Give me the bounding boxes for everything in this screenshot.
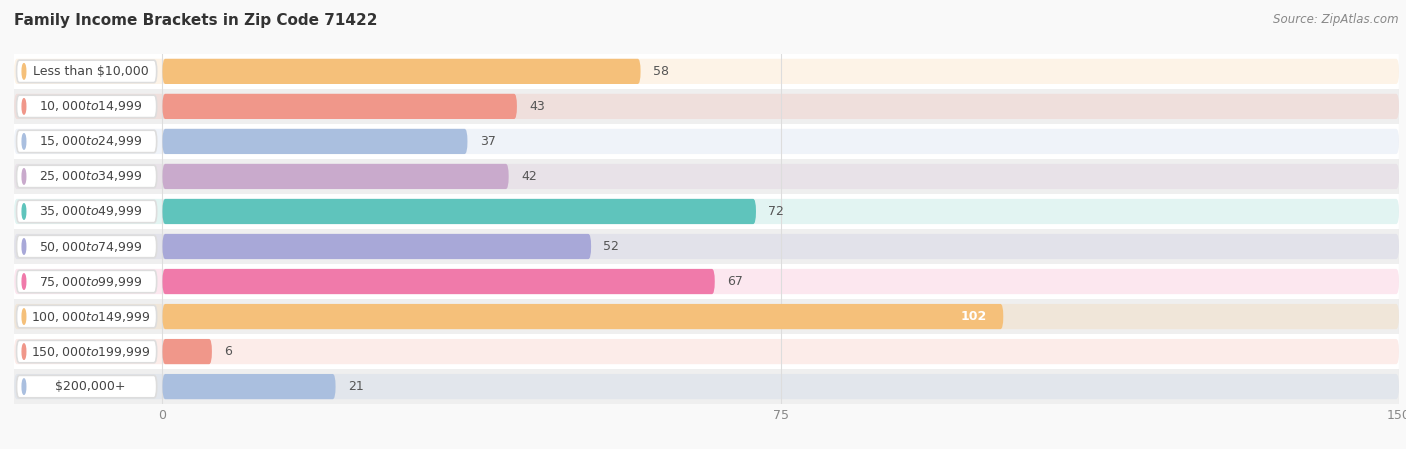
FancyBboxPatch shape — [14, 129, 1399, 154]
Text: Source: ZipAtlas.com: Source: ZipAtlas.com — [1274, 13, 1399, 26]
Text: 72: 72 — [768, 205, 785, 218]
FancyBboxPatch shape — [17, 200, 156, 223]
FancyBboxPatch shape — [14, 164, 1399, 189]
Circle shape — [22, 169, 25, 184]
Text: 21: 21 — [347, 380, 364, 393]
Text: 6: 6 — [225, 345, 232, 358]
Bar — [14, 159, 1399, 194]
FancyBboxPatch shape — [163, 304, 1004, 329]
Text: $50,000 to $74,999: $50,000 to $74,999 — [39, 239, 142, 254]
Text: $35,000 to $49,999: $35,000 to $49,999 — [39, 204, 142, 219]
FancyBboxPatch shape — [14, 234, 1399, 259]
Bar — [14, 89, 1399, 124]
Circle shape — [22, 274, 25, 289]
FancyBboxPatch shape — [163, 94, 517, 119]
FancyBboxPatch shape — [163, 269, 714, 294]
Text: $150,000 to $199,999: $150,000 to $199,999 — [31, 344, 150, 359]
Circle shape — [22, 99, 25, 114]
Text: $15,000 to $24,999: $15,000 to $24,999 — [39, 134, 142, 149]
Bar — [14, 264, 1399, 299]
Circle shape — [22, 344, 25, 359]
FancyBboxPatch shape — [17, 235, 156, 258]
Bar — [14, 229, 1399, 264]
Text: $200,000+: $200,000+ — [55, 380, 127, 393]
FancyBboxPatch shape — [17, 340, 156, 363]
FancyBboxPatch shape — [17, 165, 156, 188]
FancyBboxPatch shape — [14, 374, 1399, 399]
Bar — [14, 334, 1399, 369]
FancyBboxPatch shape — [14, 199, 1399, 224]
Bar — [14, 299, 1399, 334]
FancyBboxPatch shape — [163, 374, 336, 399]
FancyBboxPatch shape — [163, 164, 509, 189]
Text: $75,000 to $99,999: $75,000 to $99,999 — [39, 274, 142, 289]
FancyBboxPatch shape — [163, 234, 591, 259]
Text: $10,000 to $14,999: $10,000 to $14,999 — [39, 99, 142, 114]
Bar — [14, 369, 1399, 404]
Text: 37: 37 — [479, 135, 496, 148]
FancyBboxPatch shape — [14, 304, 1399, 329]
Bar — [14, 124, 1399, 159]
FancyBboxPatch shape — [14, 59, 1399, 84]
FancyBboxPatch shape — [14, 339, 1399, 364]
Text: 42: 42 — [522, 170, 537, 183]
FancyBboxPatch shape — [163, 339, 212, 364]
Circle shape — [22, 379, 25, 394]
Text: Less than $10,000: Less than $10,000 — [32, 65, 149, 78]
FancyBboxPatch shape — [14, 269, 1399, 294]
Circle shape — [22, 134, 25, 149]
Text: 67: 67 — [727, 275, 742, 288]
Text: 43: 43 — [529, 100, 546, 113]
FancyBboxPatch shape — [17, 60, 156, 83]
Circle shape — [22, 64, 25, 79]
Circle shape — [22, 204, 25, 219]
FancyBboxPatch shape — [163, 199, 756, 224]
FancyBboxPatch shape — [17, 305, 156, 328]
Circle shape — [22, 239, 25, 254]
Text: $25,000 to $34,999: $25,000 to $34,999 — [39, 169, 142, 184]
Text: Family Income Brackets in Zip Code 71422: Family Income Brackets in Zip Code 71422 — [14, 13, 378, 28]
Text: 102: 102 — [960, 310, 987, 323]
Bar — [14, 194, 1399, 229]
FancyBboxPatch shape — [17, 375, 156, 398]
FancyBboxPatch shape — [163, 59, 641, 84]
FancyBboxPatch shape — [163, 129, 467, 154]
FancyBboxPatch shape — [17, 270, 156, 293]
Text: 58: 58 — [652, 65, 669, 78]
FancyBboxPatch shape — [17, 130, 156, 153]
Circle shape — [22, 309, 25, 324]
Text: 52: 52 — [603, 240, 620, 253]
FancyBboxPatch shape — [17, 95, 156, 118]
FancyBboxPatch shape — [14, 94, 1399, 119]
Text: $100,000 to $149,999: $100,000 to $149,999 — [31, 309, 150, 324]
Bar — [14, 54, 1399, 89]
